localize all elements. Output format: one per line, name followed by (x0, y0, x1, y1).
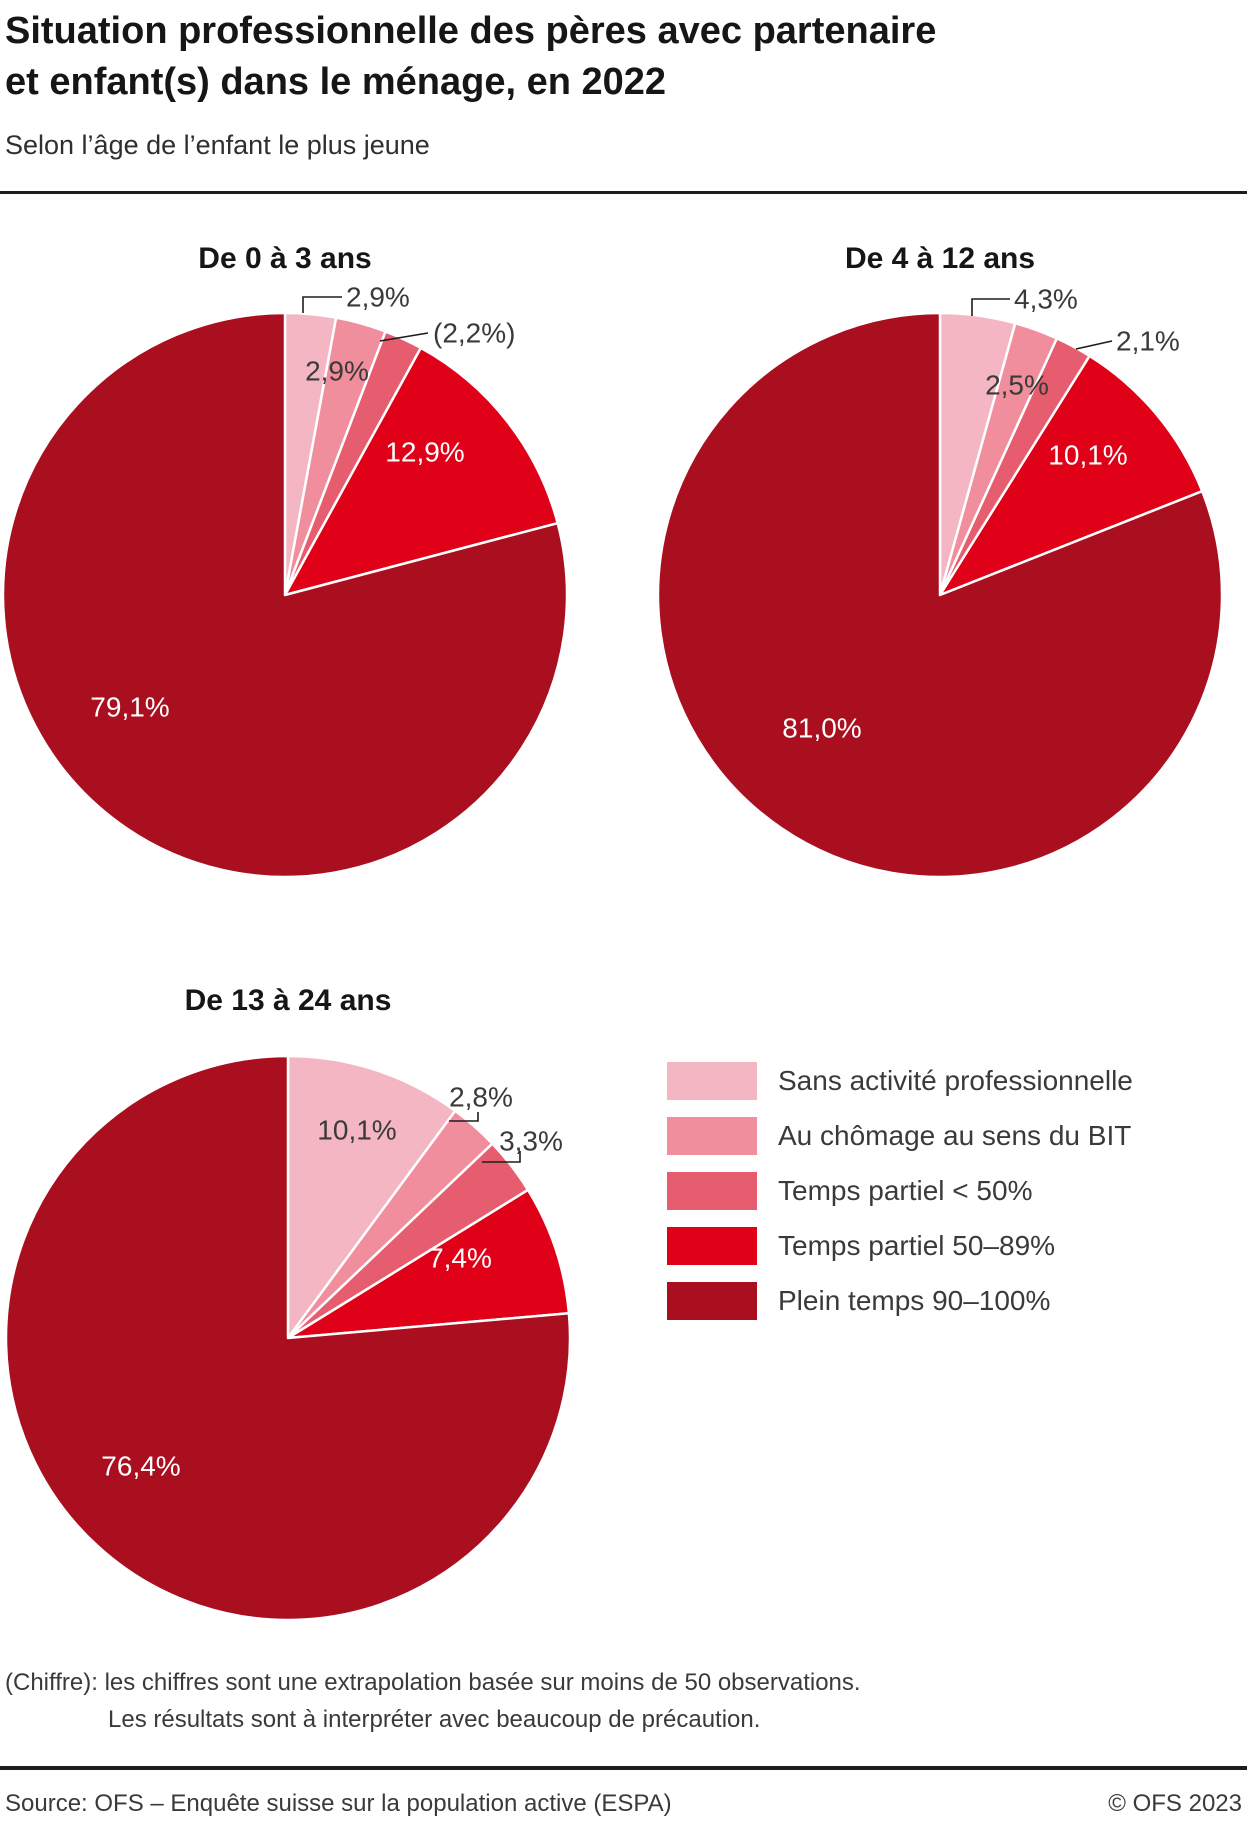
label-callout-line (449, 1112, 479, 1122)
legend-item: Temps partiel 50–89% (667, 1227, 1133, 1265)
footnote-line2: Les résultats sont à interpréter avec be… (108, 1706, 761, 1733)
legend-swatch (667, 1117, 757, 1155)
legend-swatch (667, 1282, 757, 1320)
pie-value-label: 79,1% (90, 692, 169, 723)
pie-value-label: 4,3% (1014, 284, 1078, 315)
footnote-line1: (Chiffre): les chiffres sont une extrapo… (5, 1669, 861, 1696)
pie-value-label: 2,8% (449, 1082, 513, 1113)
legend: Sans activité professionnelle Au chômage … (667, 1062, 1133, 1337)
pie-value-label: 2,5% (985, 370, 1049, 401)
pie-slice (4, 1054, 572, 1622)
pie-slice (286, 1188, 571, 1340)
pie-value-label: 2,9% (346, 282, 410, 313)
pie-value-label: 10,1% (317, 1115, 396, 1146)
source-text: Source: OFS – Enquête suisse sur la popu… (5, 1790, 672, 1817)
pie-title: De 13 à 24 ans (185, 984, 392, 1017)
legend-item-label: Plein temps 90–100% (778, 1285, 1051, 1316)
legend-swatch (667, 1172, 757, 1210)
pie-slice (1, 311, 569, 879)
top-divider (0, 191, 1247, 194)
label-callout-line (971, 298, 1010, 316)
legend-item: Plein temps 90–100% (667, 1282, 1133, 1320)
legend-item-label: Au chômage au sens du BIT (778, 1120, 1132, 1151)
pie-value-label: 10,1% (1048, 440, 1127, 471)
pie-slice (283, 346, 559, 597)
pie-title: De 4 à 12 ans (845, 242, 1035, 275)
pie-value-label: (2,2%) (433, 318, 515, 349)
label-callout-line (1075, 340, 1113, 350)
pie-slice (286, 1054, 457, 1340)
legend-swatch (667, 1062, 757, 1100)
pie-title: De 0 à 3 ans (198, 242, 371, 275)
label-callout-line (379, 332, 429, 342)
copyright-text: © OFS 2023 (1108, 1790, 1242, 1817)
pie-value-label: 81,0% (782, 713, 861, 744)
legend-swatch (667, 1227, 757, 1265)
pie-slice (938, 354, 1204, 597)
pie-value-label: 7,4% (428, 1243, 492, 1274)
footnote: (Chiffre): les chiffres sont une extrapo… (5, 1668, 861, 1734)
legend-item: Temps partiel < 50% (667, 1172, 1133, 1210)
legend-item-label: Sans activité professionnelle (778, 1065, 1133, 1096)
legend-item-label: Temps partiel < 50% (778, 1175, 1033, 1206)
pie-value-label: 2,1% (1116, 326, 1180, 357)
pie-slice (656, 311, 1224, 879)
label-callout-line (302, 296, 342, 313)
pie-value-label: 3,3% (499, 1126, 563, 1157)
pie-value-label: 2,9% (305, 356, 369, 387)
legend-item: Au chômage au sens du BIT (667, 1117, 1133, 1155)
legend-item: Sans activité professionnelle (667, 1062, 1133, 1100)
page-subtitle: Selon l’âge de l’enfant le plus jeune (5, 130, 430, 160)
legend-item-label: Temps partiel 50–89% (778, 1230, 1056, 1261)
bottom-divider (0, 1766, 1247, 1770)
page-title-line1: Situation professionnelle des pères avec… (5, 10, 937, 52)
source-row: Source: OFS – Enquête suisse sur la popu… (5, 1790, 1242, 1818)
pie-charts-svg: 2,9% 2,9% (2,2%) 12,9% 79,1% De 0 à 3 ans 4,3%… (1, 242, 1224, 1622)
pie-value-label: 76,4% (101, 1451, 180, 1482)
pie-value-label: 12,9% (385, 437, 464, 468)
page-title: Situation professionnelle des pères avec… (5, 6, 936, 108)
label-callout-line (482, 1151, 521, 1163)
page-title-line2: et enfant(s) dans le ménage, en 2022 (5, 61, 667, 103)
